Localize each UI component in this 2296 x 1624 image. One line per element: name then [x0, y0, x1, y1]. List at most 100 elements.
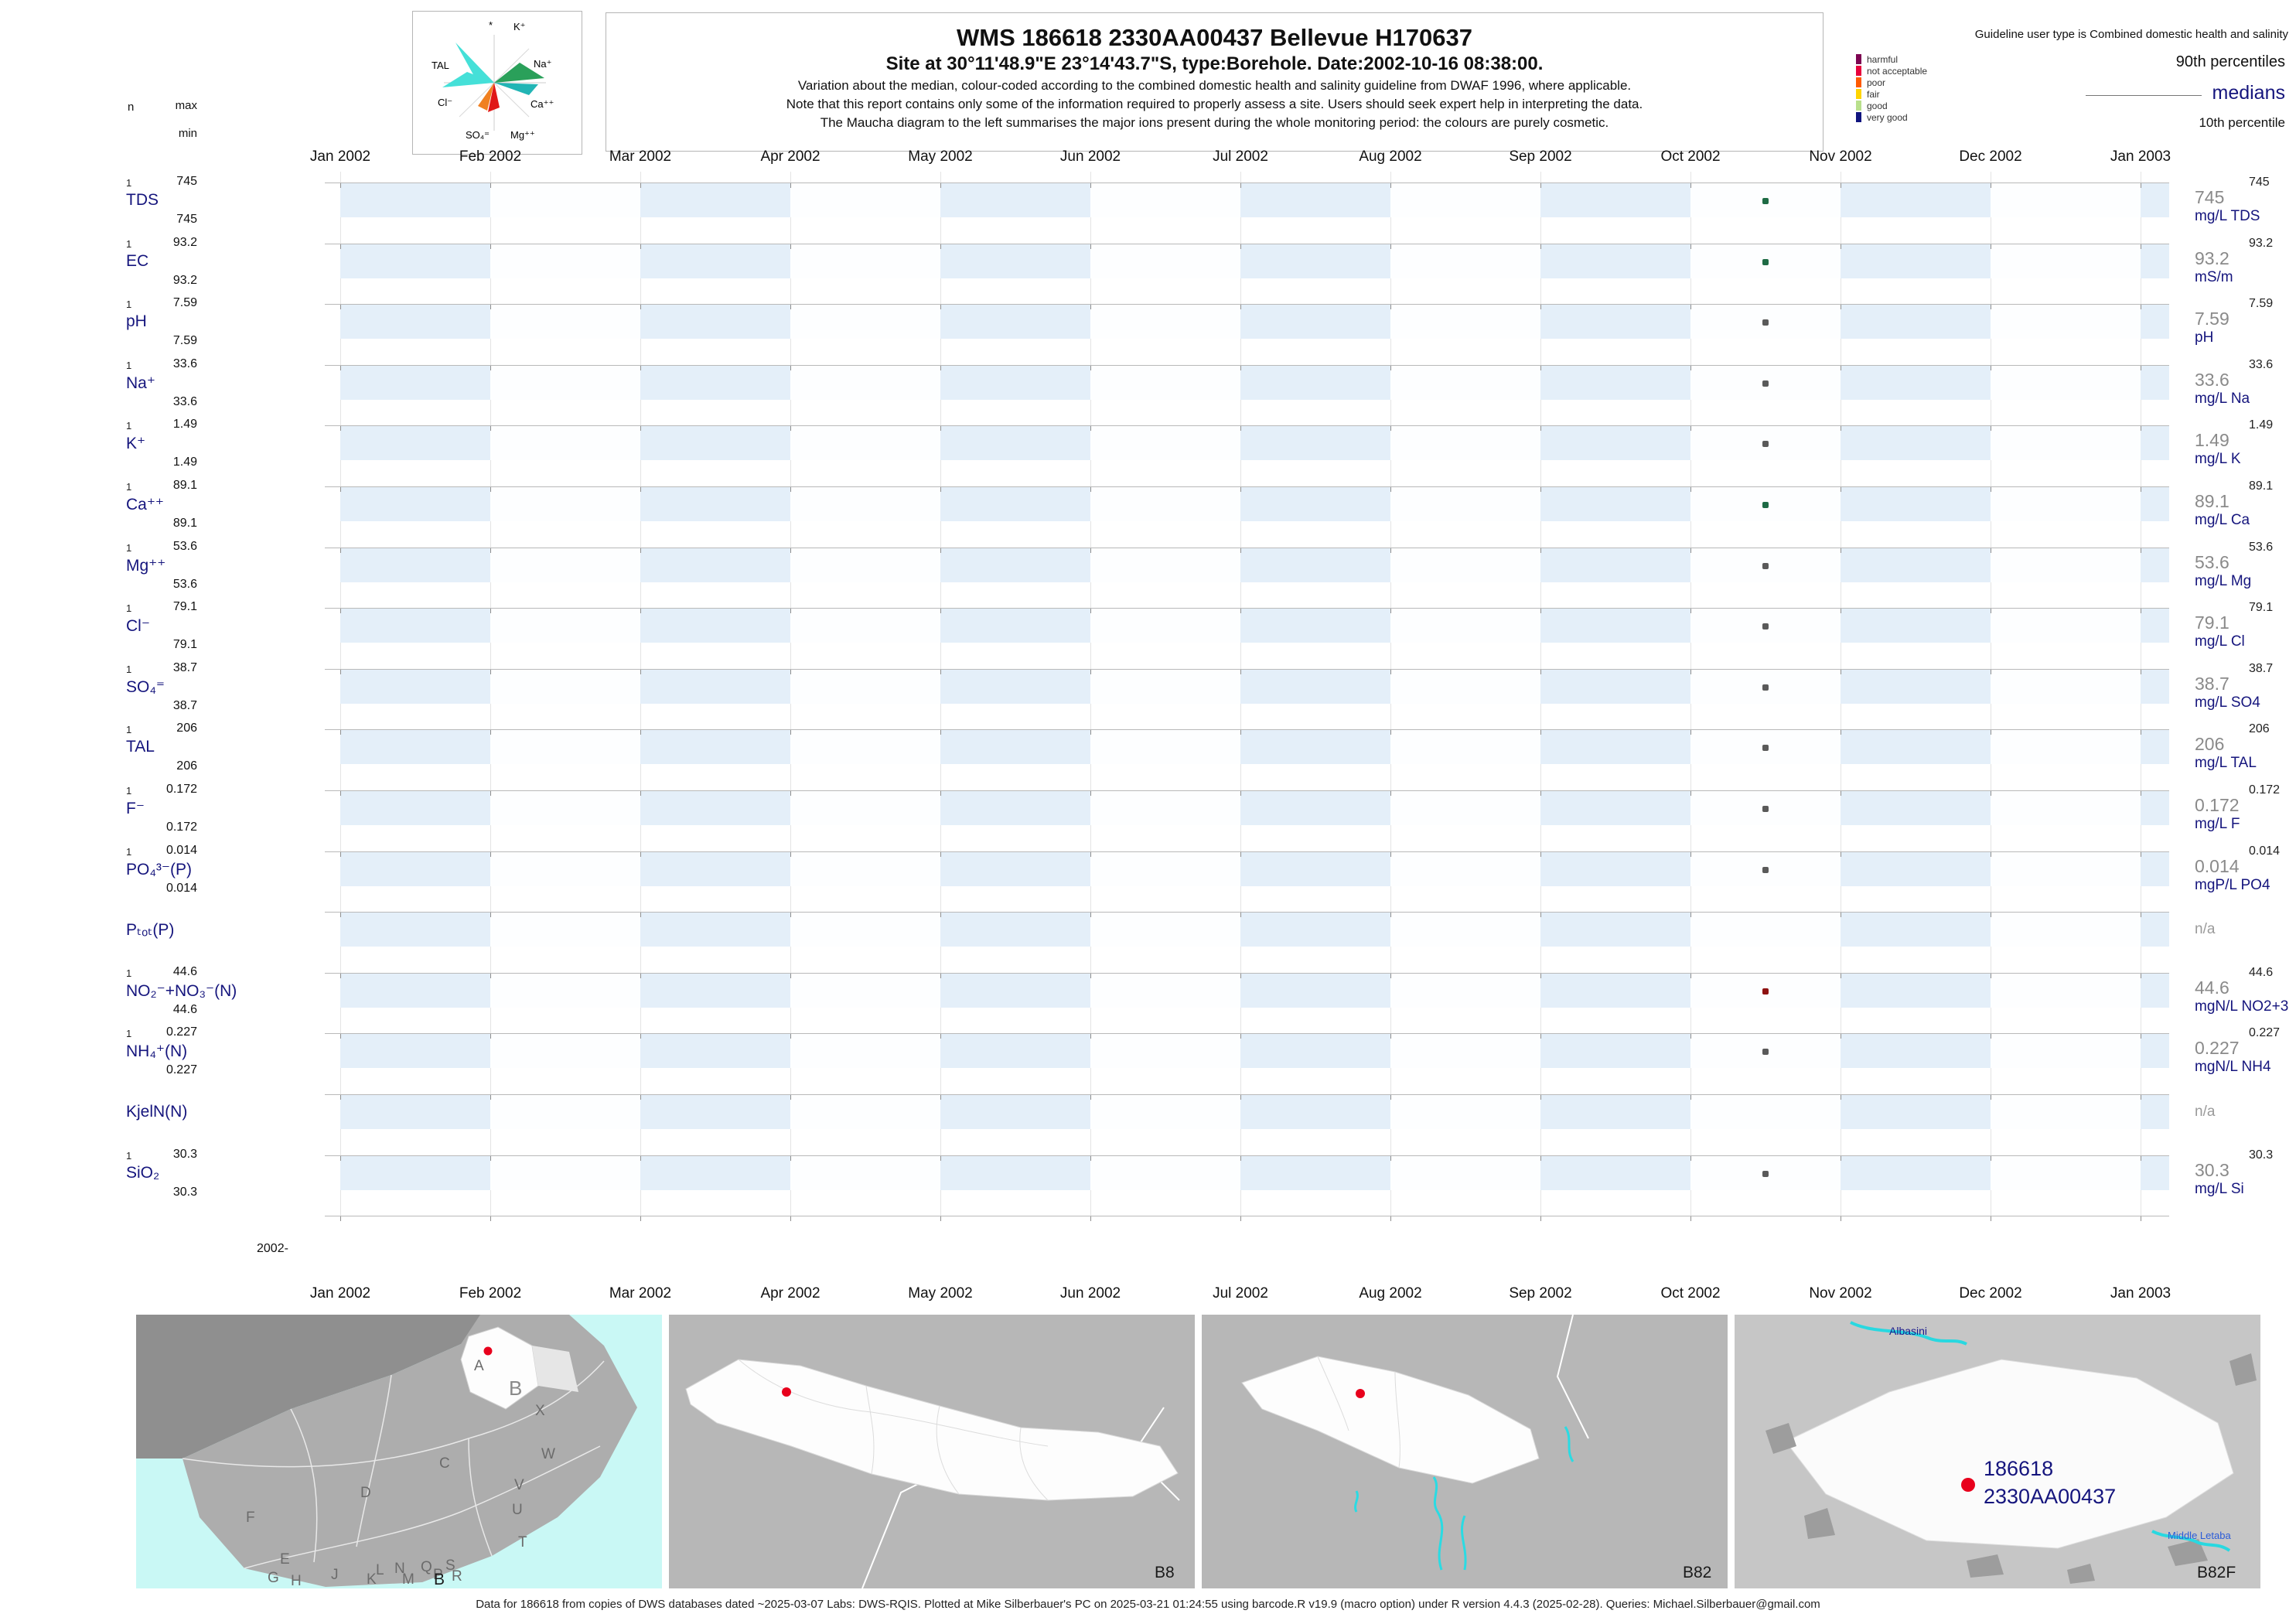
max-value: 0.014 — [165, 843, 197, 857]
page-title: WMS 186618 2330AA00437 Bellevue H170637 — [957, 24, 1472, 51]
month-band — [640, 183, 790, 217]
site-marker — [1356, 1389, 1365, 1398]
month-tick — [1240, 548, 1241, 553]
note-maucha: The Maucha diagram to the left summarise… — [820, 115, 1609, 130]
maucha-label-cl: Cl⁻ — [438, 97, 452, 108]
month-tick — [790, 183, 791, 188]
median-value: n/a — [2195, 1104, 2216, 1120]
month-tick — [1390, 1155, 1391, 1161]
sample-count: 1 — [126, 1149, 132, 1162]
month-tick — [1240, 244, 1241, 249]
month-tick — [1690, 913, 1691, 918]
month-tick — [790, 426, 791, 432]
month-tick — [1540, 365, 1541, 370]
month-band — [2141, 609, 2169, 643]
timeline-strip — [325, 668, 2169, 704]
timeline-strip — [325, 729, 2169, 765]
maucha-label-mg: Mg⁺⁺ — [510, 129, 535, 141]
month-tick — [1390, 609, 1391, 614]
drainage-region-letter: S — [445, 1557, 455, 1574]
month-tick — [940, 183, 941, 188]
month-band — [790, 730, 940, 765]
sample-count: 1 — [126, 177, 132, 189]
month-tick — [1090, 1034, 1091, 1039]
month-band — [1540, 487, 1690, 521]
month-band — [640, 244, 790, 278]
timeline-strip — [325, 183, 2169, 217]
maucha-wedge — [478, 83, 494, 111]
month-label: Jan 2003 — [2110, 1285, 2171, 1302]
month-band — [1991, 913, 2141, 947]
month-tick — [490, 669, 491, 674]
month-tick — [1540, 1095, 1541, 1100]
timeline-strip — [325, 912, 2169, 947]
month-tick — [940, 973, 941, 978]
parameter-name: pH — [126, 312, 147, 331]
month-band — [1540, 365, 1690, 400]
p90-value: 1.49 — [2249, 418, 2274, 432]
month-tick — [790, 1095, 791, 1100]
median-value: 79.1 — [2195, 612, 2229, 633]
median-key-label: medians — [2212, 82, 2286, 104]
month-band — [640, 913, 790, 947]
parameter-name: TDS — [126, 191, 159, 209]
month-band — [1540, 669, 1690, 704]
month-tick — [1390, 851, 1391, 857]
month-band — [640, 851, 790, 886]
month-band — [1390, 244, 1540, 278]
month-band — [940, 244, 1090, 278]
timeline-strip — [325, 608, 2169, 643]
month-band — [1090, 183, 1240, 217]
sample-point — [1762, 745, 1769, 752]
month-band — [1090, 548, 1240, 582]
p10-key-label: 10th percentile — [2199, 115, 2285, 130]
month-tick — [1240, 426, 1241, 432]
note-disclaimer: Note that this report contains only some… — [786, 97, 1643, 111]
parameter-name: NO₂⁻+NO₃⁻(N) — [126, 981, 237, 1000]
maucha-wedge — [494, 83, 538, 95]
month-band — [1841, 609, 1991, 643]
month-tick — [940, 669, 941, 674]
month-label: Aug 2002 — [1359, 1285, 1422, 1302]
month-band — [1240, 183, 1390, 217]
median-value: 0.172 — [2195, 795, 2240, 815]
month-tick — [790, 851, 791, 857]
timeline-strip — [325, 790, 2169, 825]
month-tick — [1690, 1155, 1691, 1161]
month-band — [1991, 305, 2141, 339]
min-value: 745 — [176, 213, 197, 226]
month-band — [2141, 851, 2169, 886]
median-value: n/a — [2195, 921, 2216, 938]
timeline-strip — [325, 425, 2169, 461]
month-tick — [790, 1216, 791, 1221]
month-label: Oct 2002 — [1660, 148, 1721, 165]
month-band — [1090, 487, 1240, 521]
parameter-row: 1 38.7 38.7 SO₄⁼ 38.7 38.7 mg/L SO4 — [0, 658, 2296, 719]
month-tick — [790, 609, 791, 614]
month-band — [790, 487, 940, 521]
month-band — [2141, 426, 2169, 461]
month-band — [1240, 1095, 1390, 1129]
settlement-patch — [2168, 1539, 2208, 1566]
month-band — [2141, 1155, 2169, 1190]
guideline-color-swatch — [1856, 77, 1861, 87]
month-band — [640, 487, 790, 521]
month-band — [490, 669, 640, 704]
month-tick — [640, 183, 641, 188]
month-tick — [1390, 913, 1391, 918]
min-value: 33.6 — [172, 394, 197, 408]
month-tick — [490, 730, 491, 735]
min-value: 89.1 — [172, 517, 197, 530]
month-band — [1540, 305, 1690, 339]
month-band — [1390, 183, 1540, 217]
min-value: 0.227 — [165, 1063, 197, 1077]
month-tick — [490, 244, 491, 249]
month-band — [640, 791, 790, 825]
month-tick — [1240, 1095, 1241, 1100]
parameter-rows: 1 745 745 TDS 745 745 mg/L TDS 1 93.2 93.2 EC 93.2 9… — [0, 172, 2296, 1208]
month-band — [790, 244, 940, 278]
month-band — [1090, 851, 1240, 886]
month-band — [2141, 1034, 2169, 1069]
